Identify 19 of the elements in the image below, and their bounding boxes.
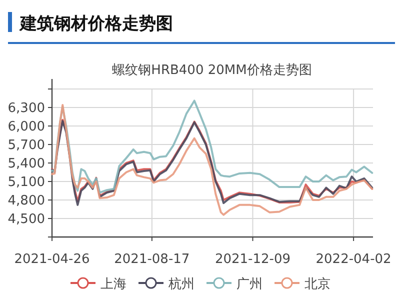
chart-subtitle: 螺纹钢HRB400 20MM价格走势图 (112, 63, 312, 78)
line-series (51, 104, 374, 216)
y-tick-label: 5,100 (8, 175, 45, 190)
y-tick-label: 4,800 (8, 194, 45, 208)
x-tick-label: 2021-04-26 (14, 252, 90, 267)
legend-label: 杭州 (168, 277, 194, 292)
y-tick-label: 4,500 (8, 212, 45, 227)
y-tick-label: 6,300 (8, 101, 45, 116)
legend-label: 上海 (100, 277, 126, 292)
x-tick-label: 2022-04-02 (316, 252, 392, 267)
line-series (51, 100, 374, 194)
legend-label: 北京 (304, 277, 330, 292)
y-tick-label: 5,400 (8, 156, 45, 172)
x-tick-label: 2021-08-17 (114, 252, 190, 267)
x-tick-label: 2021-12-09 (214, 252, 291, 267)
chart-title: 建筑钢材价格走势图 (18, 14, 173, 34)
y-tick-label: 5,700 (8, 138, 45, 153)
y-tick-label: 6,000 (8, 120, 45, 134)
legend-label: 广州 (236, 277, 262, 292)
